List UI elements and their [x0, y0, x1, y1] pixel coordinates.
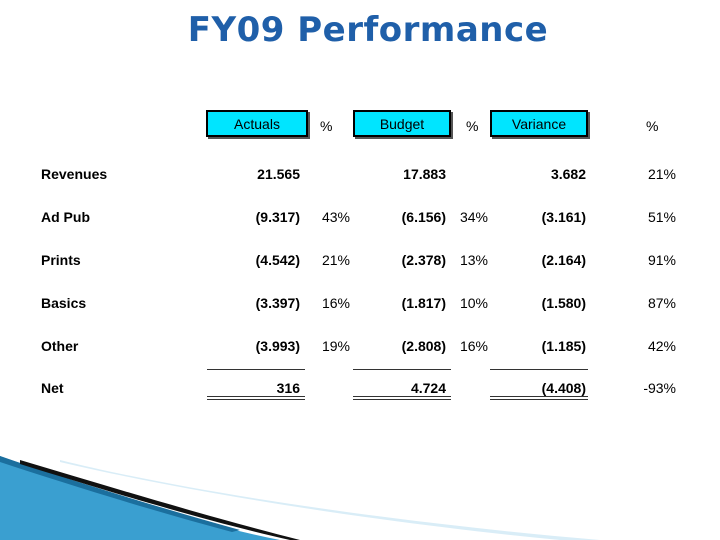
cell-budget-pct: 10% [459, 295, 488, 311]
cell-actuals-pct: 21% [321, 252, 350, 268]
cell-actuals: (9.317) [255, 209, 300, 225]
cell-budget: (2.378) [401, 252, 446, 268]
cell-variance: (3.161) [541, 209, 586, 225]
subtotal-rule-actuals [207, 369, 305, 370]
cell-actuals: (3.397) [255, 295, 300, 311]
cell-actuals-pct: 19% [321, 338, 350, 354]
row-label: Other [41, 338, 79, 354]
cell-actuals-pct: 43% [321, 209, 350, 225]
row-label: Net [41, 380, 64, 396]
cell-budget: (1.817) [401, 295, 446, 311]
cell-budget-pct: 16% [459, 338, 488, 354]
cell-actuals: 21.565 [257, 166, 300, 182]
cell-variance-pct: 87% [647, 295, 676, 311]
cell-budget-pct: 34% [459, 209, 488, 225]
row-label: Prints [41, 252, 81, 268]
cell-variance-pct: 21% [647, 166, 676, 182]
row-label: Ad Pub [41, 209, 90, 225]
decorative-swoosh [0, 456, 600, 540]
cell-variance: (2.164) [541, 252, 586, 268]
cell-variance-pct: -93% [643, 380, 676, 396]
swoosh-blue [0, 456, 280, 540]
cell-budget: 4.724 [410, 380, 446, 396]
cell-variance: (1.185) [541, 338, 586, 354]
subtotal-rule-variance [490, 369, 588, 370]
cell-variance: 3.682 [550, 166, 586, 182]
header-variance: Variance [490, 110, 588, 137]
header-budget-pct: % [466, 118, 479, 134]
row-label: Revenues [41, 166, 108, 182]
cell-actuals: 316 [276, 380, 300, 396]
cell-budget: (6.156) [401, 209, 446, 225]
cell-variance: (4.408) [541, 380, 586, 396]
cell-budget-pct: 13% [459, 252, 488, 268]
swoosh-mid [0, 456, 240, 532]
row-label: Basics [41, 295, 87, 311]
total-rule-actuals [207, 396, 305, 400]
cell-variance-pct: 51% [647, 209, 676, 225]
cell-variance: (1.580) [541, 295, 586, 311]
header-budget: Budget [353, 110, 451, 137]
slide-title: FY09 Performance [187, 10, 549, 50]
total-rule-variance [490, 396, 588, 400]
header-variance-pct: % [646, 118, 659, 134]
header-actuals: Actuals [206, 110, 308, 137]
cell-actuals: (3.993) [255, 338, 300, 354]
cell-actuals: (4.542) [255, 252, 300, 268]
cell-variance-pct: 91% [647, 252, 676, 268]
subtotal-rule-budget [353, 369, 451, 370]
header-actuals-pct: % [320, 118, 333, 134]
cell-actuals-pct: 16% [321, 295, 350, 311]
total-rule-budget [353, 396, 451, 400]
cell-budget: (2.808) [401, 338, 446, 354]
cell-budget: 17.883 [403, 166, 446, 182]
cell-variance-pct: 42% [647, 338, 676, 354]
